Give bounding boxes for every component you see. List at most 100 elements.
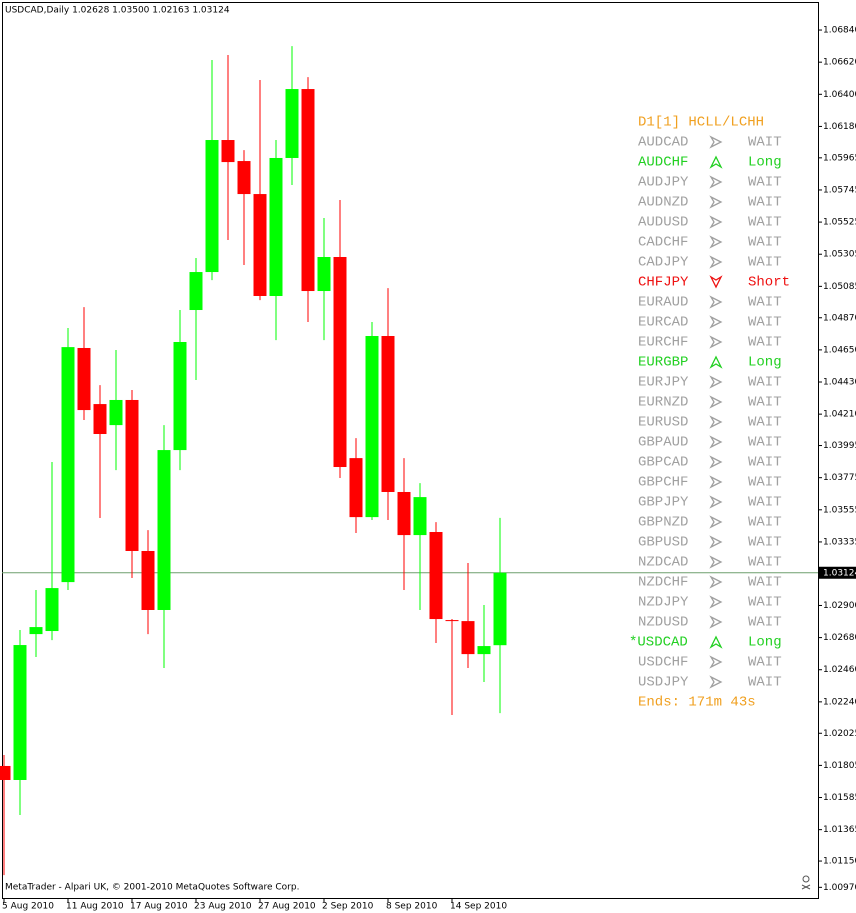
y-tick-label: 1.01805 bbox=[823, 761, 856, 771]
panel-signal: WAIT bbox=[748, 595, 782, 611]
panel-signal: WAIT bbox=[748, 475, 782, 491]
candle-body bbox=[397, 491, 411, 536]
x-tick-label: 14 Sep 2010 bbox=[450, 902, 507, 912]
y-tick-label: 1.06180 bbox=[823, 122, 856, 132]
candle-body bbox=[173, 341, 187, 451]
candle-body bbox=[237, 161, 251, 195]
panel-symbol: AUDJPY bbox=[638, 175, 689, 191]
y-tick-label: 1.05305 bbox=[823, 250, 856, 260]
panel-title: D1[1] HCLL/LCHH bbox=[638, 115, 764, 131]
panel-symbol: EURNZD bbox=[638, 395, 688, 411]
y-tick-label: 1.01585 bbox=[823, 793, 856, 803]
panel-signal: WAIT bbox=[748, 215, 782, 231]
panel-symbol: GBPUSD bbox=[638, 535, 688, 551]
panel-arrow bbox=[709, 515, 723, 529]
panel-signal: WAIT bbox=[748, 235, 782, 251]
y-tick-label: 1.05085 bbox=[823, 282, 856, 292]
candle-body bbox=[365, 336, 379, 518]
panel-arrow bbox=[709, 635, 723, 649]
panel-symbol: NZDCAD bbox=[638, 555, 688, 571]
candle-body bbox=[141, 550, 155, 610]
chart-title: USDCAD,Daily 1.02628 1.03500 1.02163 1.0… bbox=[5, 6, 230, 16]
panel-arrow bbox=[709, 135, 723, 149]
panel-symbol: CADJPY bbox=[638, 255, 689, 271]
panel-signal: WAIT bbox=[748, 455, 782, 471]
panel-arrow bbox=[709, 375, 723, 389]
candle-body bbox=[333, 256, 347, 468]
panel-signal: WAIT bbox=[748, 675, 782, 691]
y-tick-label: 1.04650 bbox=[823, 345, 856, 355]
panel-arrow bbox=[709, 575, 723, 589]
candle-body bbox=[461, 621, 475, 655]
panel-signal: Long bbox=[748, 155, 782, 171]
y-tick-label: 1.04870 bbox=[823, 313, 856, 323]
candle-body bbox=[45, 588, 59, 632]
candle-body bbox=[0, 765, 11, 780]
y-tick-label: 1.03775 bbox=[823, 473, 856, 483]
candle-body bbox=[13, 645, 27, 780]
y-tick-label: 1.05965 bbox=[823, 153, 856, 163]
panel-arrow bbox=[709, 215, 723, 229]
panel-signal: WAIT bbox=[748, 175, 782, 191]
candle-body bbox=[493, 572, 507, 646]
y-tick-label: 1.02900 bbox=[823, 601, 856, 611]
panel-signal: WAIT bbox=[748, 495, 782, 511]
panel-signal: WAIT bbox=[748, 555, 782, 571]
skull-icon bbox=[801, 875, 811, 890]
panel-signal: WAIT bbox=[748, 395, 782, 411]
candle-body bbox=[125, 399, 139, 551]
panel-symbol: USDCHF bbox=[638, 655, 688, 671]
panel-symbol: USDJPY bbox=[638, 675, 689, 691]
panel-arrow bbox=[709, 495, 723, 509]
x-tick-label: 11 Aug 2010 bbox=[66, 902, 124, 912]
y-tick-label: 1.06400 bbox=[823, 90, 856, 100]
panel-arrow bbox=[709, 275, 723, 289]
y-tick-label: 1.04430 bbox=[823, 378, 856, 388]
panel-signal: WAIT bbox=[748, 195, 782, 211]
y-tick-label: 1.02460 bbox=[823, 665, 856, 675]
candle-body bbox=[253, 194, 267, 296]
panel-arrow bbox=[709, 295, 723, 309]
panel-symbol: CHFJPY bbox=[638, 275, 689, 291]
plot-frame bbox=[2, 2, 819, 899]
panel-signal: WAIT bbox=[748, 435, 782, 451]
panel-signal: WAIT bbox=[748, 515, 782, 531]
candle-body bbox=[285, 89, 299, 158]
x-tick-label: 23 Aug 2010 bbox=[194, 902, 252, 912]
panel-arrow bbox=[709, 435, 723, 449]
y-tick-label: 1.01150 bbox=[823, 857, 856, 867]
panel-symbol: GBPJPY bbox=[638, 495, 689, 511]
panel-symbol: *USDCAD bbox=[629, 635, 688, 651]
y-tick-label: 1.05525 bbox=[823, 218, 856, 228]
panel-symbol: AUDCHF bbox=[638, 155, 688, 171]
y-tick-label: 1.05745 bbox=[823, 185, 856, 195]
panel-signal: WAIT bbox=[748, 615, 782, 631]
panel-signal: WAIT bbox=[748, 135, 782, 151]
candle-body bbox=[301, 89, 315, 292]
panel-signal: WAIT bbox=[748, 295, 782, 311]
panel-arrow bbox=[709, 595, 723, 609]
y-tick-label: 1.02680 bbox=[823, 633, 856, 643]
panel-arrow bbox=[709, 395, 723, 409]
panel-signal: Long bbox=[748, 355, 782, 371]
candle-body bbox=[29, 627, 43, 635]
current-price-label: 1.03124 bbox=[823, 568, 856, 578]
x-tick-label: 27 Aug 2010 bbox=[258, 902, 316, 912]
panel-arrow bbox=[709, 555, 723, 569]
panel-signal: Short bbox=[748, 275, 790, 291]
panel-arrow bbox=[709, 475, 723, 489]
panel-arrow bbox=[709, 415, 723, 429]
x-tick-label: 2 Sep 2010 bbox=[322, 902, 374, 912]
candle-body bbox=[445, 620, 459, 622]
candle-body bbox=[317, 256, 331, 292]
candle-body bbox=[93, 404, 107, 435]
panel-arrow bbox=[709, 455, 723, 469]
panel-symbol: EURJPY bbox=[638, 375, 689, 391]
panel-arrow bbox=[709, 155, 723, 169]
current-price-box bbox=[819, 566, 856, 579]
candle-body bbox=[205, 140, 219, 273]
y-tick-label: 1.06840 bbox=[823, 26, 856, 36]
panel-signal: WAIT bbox=[748, 415, 782, 431]
